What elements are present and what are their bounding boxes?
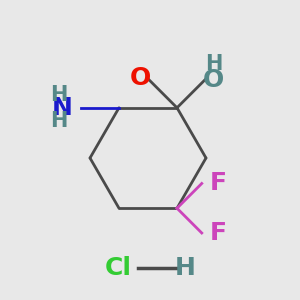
Text: H: H — [50, 111, 68, 131]
Text: O: O — [130, 66, 151, 90]
Text: H: H — [175, 256, 195, 280]
Text: O: O — [203, 68, 224, 92]
Text: F: F — [210, 172, 227, 196]
Text: H: H — [50, 85, 68, 105]
Text: H: H — [205, 54, 222, 74]
Text: Cl: Cl — [104, 256, 131, 280]
Text: N: N — [52, 96, 73, 120]
Text: F: F — [210, 221, 227, 245]
